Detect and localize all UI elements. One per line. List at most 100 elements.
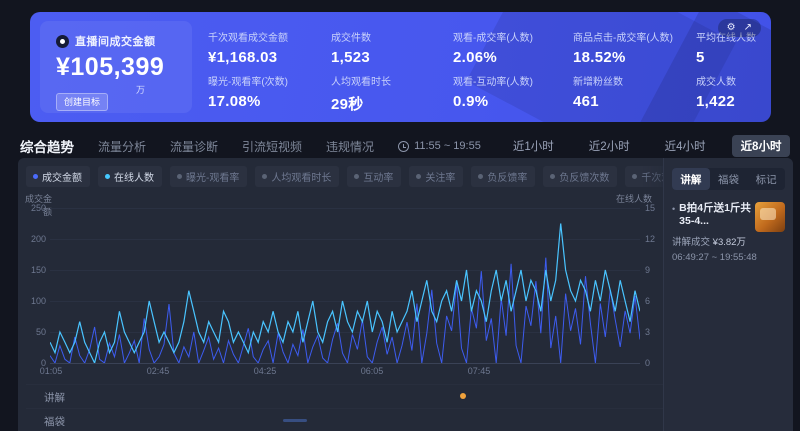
banner-metric: 平均在线人数 5 (696, 26, 756, 70)
metric-chip-1[interactable]: 在线人数 (98, 166, 162, 187)
chip-dot-icon (33, 174, 38, 179)
metric-value: 5 (696, 49, 705, 66)
chip-label: 负反馈率 (487, 173, 528, 184)
clock-icon (398, 140, 410, 152)
hero-metric-label: 直播间成交金额 (75, 36, 156, 48)
side-tab-2[interactable]: 标记 (755, 173, 777, 186)
chip-label: 千次观看 (641, 173, 682, 184)
banner-metric: 新增粉丝数 461 (573, 70, 696, 114)
banner-metric: 商品点击-成交率(人数) 18.52% (573, 26, 696, 70)
tab-3[interactable]: 引流短视频 (242, 139, 303, 154)
banner-metric: 观看-互动率(人数) 0.9% (453, 70, 573, 114)
metric-label: 人均观看时长 (331, 77, 391, 88)
metric-value: 1,422 (696, 93, 736, 110)
explain-marker-dot[interactable] (460, 393, 467, 399)
tab-4[interactable]: 违规情况 (326, 139, 375, 154)
product-thumbnail (755, 202, 785, 232)
chip-dot-icon (416, 174, 422, 179)
gridline (50, 332, 640, 333)
y-right-tick: 15 (645, 203, 656, 213)
metric-value: 18.52% (573, 49, 626, 66)
metric-value: 17.08% (208, 93, 261, 110)
banner-metric: 成交件数 1,523 (331, 26, 453, 70)
hero-metric-value: ¥105,399 (56, 53, 165, 81)
item-gmv-line: 讲解成交 ¥3.82万 (672, 237, 746, 249)
series-在线人数 (50, 223, 640, 363)
metric-label: 千次观看成交金额 (208, 33, 288, 44)
lane-label: 讲解 (44, 392, 65, 404)
chip-label: 成交金额 (42, 173, 82, 184)
lucky-bag-marker-dash[interactable] (283, 419, 308, 422)
y-left-axis-title: 成交金额 (24, 194, 52, 217)
chip-label: 人均观看时长 (271, 173, 332, 184)
expand-icon[interactable]: ↗ (743, 22, 752, 33)
series-成交金额 (50, 257, 640, 363)
y-left-tick: 50 (35, 327, 46, 337)
y-left-tick: 150 (30, 265, 46, 275)
metric-chip-5[interactable]: 关注率 (409, 166, 464, 187)
metric-label: 成交人数 (696, 77, 736, 88)
chip-dot-icon (550, 174, 556, 179)
side-tab-0[interactable]: 讲解 (672, 168, 710, 190)
banner-metric: 千次观看成交金额 ¥1,168.03 (208, 26, 331, 70)
metric-chip-2[interactable]: 曝光-观看率 (170, 166, 248, 187)
metrics-grid: 千次观看成交金额 ¥1,168.03 成交件数 1,523 观看-成交率(人数) 2.06… (208, 26, 756, 114)
y-left-tick: 200 (30, 234, 46, 244)
banner-metric: 曝光-观看率(次数) 17.08% (208, 70, 331, 114)
metric-label: 平均在线人数 (696, 33, 756, 44)
gridline (50, 270, 640, 271)
y-right-tick: 12 (645, 234, 656, 244)
chip-dot-icon (105, 174, 110, 179)
item-bullet: • (672, 204, 676, 214)
y-left-tick: 0 (40, 358, 46, 368)
tab-2[interactable]: 流量诊断 (170, 139, 219, 154)
y-right-tick: 6 (645, 296, 651, 306)
explain-item[interactable]: • B拍4斤送1斤共35-4... 讲解成交 ¥3.82万 06:49:27 ~… (672, 202, 785, 263)
range-button-1[interactable]: 近2小时 (588, 141, 630, 153)
y-right-tick: 3 (645, 327, 651, 337)
range-button-3[interactable]: 近8小时 (731, 135, 791, 157)
tab-0[interactable]: 综合趋势 (20, 136, 74, 156)
metric-chip-3[interactable]: 人均观看时长 (255, 166, 340, 187)
create-goal-button[interactable]: 创建目标 (56, 93, 109, 111)
metric-chip-7[interactable]: 负反馈次数 (543, 166, 618, 187)
metric-label: 观看-互动率(人数) (453, 77, 533, 88)
tab-1[interactable]: 流量分析 (98, 139, 147, 154)
banner-action-icons: ⚙ ↗ (717, 19, 761, 37)
chip-dot-icon (177, 174, 182, 179)
metric-label: 曝光-观看率(次数) (208, 77, 288, 88)
trend-line-chart (50, 223, 640, 363)
y-right-tick: 0 (645, 358, 651, 368)
metric-label: 成交件数 (331, 33, 371, 44)
metric-chip-0[interactable]: 成交金额 (26, 166, 90, 187)
side-tab-1[interactable]: 福袋 (718, 173, 739, 186)
hero-metric-unit: 万 (136, 85, 146, 95)
metric-chip-4[interactable]: 互动率 (347, 166, 402, 187)
y-right-tick: 9 (645, 265, 651, 275)
x-tick: 04:25 (253, 366, 277, 376)
time-range-zone: 11:55 ~ 19:55 近1小时 近2小时 近4小时 近8小时 (398, 135, 791, 157)
chip-label: 关注率 (425, 173, 456, 184)
metric-value: 0.9% (453, 93, 489, 110)
metric-chip-6[interactable]: 负反馈率 (471, 166, 536, 187)
summary-banner: 直播间成交金额 ¥105,399 万 创建目标 千次观看成交金额 ¥1,168.0… (30, 12, 771, 122)
time-window-label: 11:55 ~ 19:55 (414, 140, 481, 152)
range-button-2[interactable]: 近4小时 (664, 141, 706, 153)
lane-0: 讲解 (26, 384, 663, 407)
x-tick: 07:45 (467, 366, 491, 376)
gridline (50, 208, 640, 209)
item-gmv-value: ¥3.82万 (712, 237, 746, 249)
metric-value: 461 (573, 93, 599, 110)
y-right-axis-title: 在线人数 (616, 194, 653, 204)
y-left-tick: 100 (30, 296, 46, 306)
y-left-tick: 250 (30, 203, 46, 213)
banner-metric: 人均观看时长 29秒 (331, 70, 453, 114)
chip-label: 负反馈次数 (559, 173, 610, 184)
range-button-0[interactable]: 近1小时 (512, 141, 554, 153)
target-icon (56, 34, 69, 48)
metric-label: 新增粉丝数 (573, 77, 623, 88)
gridline (50, 239, 640, 240)
item-time-range: 06:49:27 ~ 19:55:48 (672, 252, 757, 264)
gear-icon[interactable]: ⚙ (726, 22, 736, 33)
banner-metric: 成交人数 1,422 (696, 70, 756, 114)
